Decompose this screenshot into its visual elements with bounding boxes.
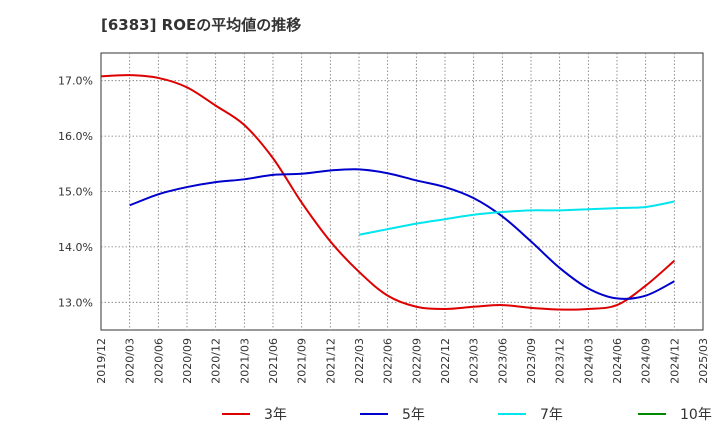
x-tick-label: 2022/09 [410, 338, 423, 384]
x-tick-label: 2022/06 [382, 338, 395, 384]
x-tick-label: 2024/12 [668, 338, 681, 384]
x-tick-label: 2020/09 [181, 338, 194, 384]
x-tick-label: 2021/09 [296, 338, 309, 384]
x-tick-label: 2023/09 [525, 338, 538, 384]
legend-label: 5年 [402, 407, 425, 423]
x-tick-label: 2020/06 [152, 338, 165, 384]
series-line [129, 168, 675, 300]
y-tick-label: 14.0% [58, 241, 93, 254]
x-tick-label: 2024/06 [611, 338, 624, 384]
y-tick-label: 15.0% [58, 186, 93, 199]
x-tick-label: 2020/03 [124, 338, 137, 384]
x-tick-label: 2021/06 [267, 338, 280, 384]
legend-label: 10年 [680, 407, 712, 423]
legend-label: 3年 [264, 407, 287, 423]
y-tick-label: 17.0% [58, 75, 93, 88]
series-line [100, 74, 675, 311]
x-tick-label: 2021/03 [238, 338, 251, 384]
y-tick-label: 13.0% [58, 296, 93, 309]
x-tick-label: 2023/12 [554, 338, 567, 384]
x-tick-label: 2024/03 [582, 338, 595, 384]
x-tick-label: 2023/06 [496, 338, 509, 384]
chart-title: [6383] ROEの平均値の推移 [101, 16, 302, 34]
series-line [358, 200, 675, 236]
series-lines [100, 74, 675, 311]
x-tick-label: 2023/03 [468, 338, 481, 384]
x-tick-label: 2021/12 [324, 338, 337, 384]
y-axis: 13.0% 14.0% 15.0% 16.0% 17.0% [58, 75, 93, 310]
x-tick-label: 2025/03 [697, 338, 710, 384]
legend-label: 7年 [540, 407, 563, 423]
x-axis: 2019/12 2020/03 2020/06 2020/09 2020/12 2021/… [95, 338, 710, 384]
x-tick-label: 2022/03 [353, 338, 366, 384]
x-tick-label: 2022/12 [439, 338, 452, 384]
x-tick-label: 2024/09 [640, 338, 653, 384]
legend: 3年 5年 7年 10年 [222, 407, 712, 423]
x-tick-label: 2019/12 [95, 338, 108, 384]
y-tick-label: 16.0% [58, 130, 93, 143]
x-tick-label: 2020/12 [210, 338, 223, 384]
